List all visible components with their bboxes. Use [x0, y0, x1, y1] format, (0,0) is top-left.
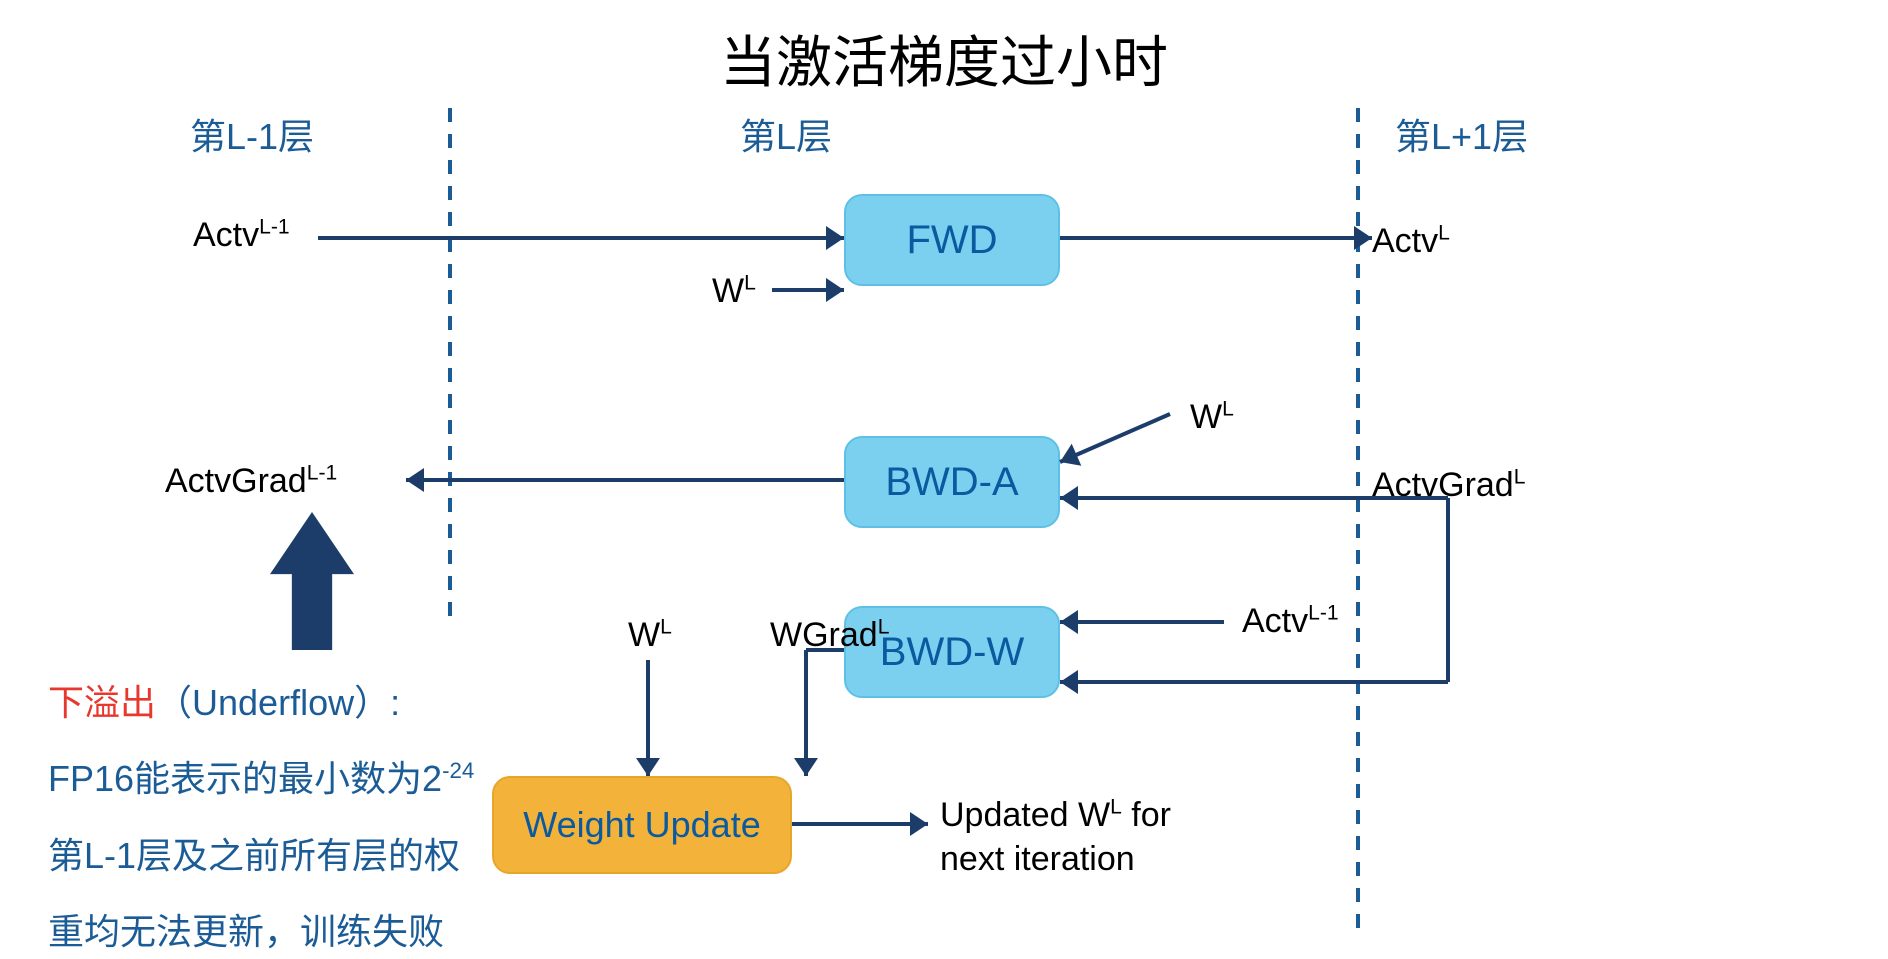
label-updated-1: Updated WL for [940, 796, 1171, 835]
label-w-bwda: WL [1190, 398, 1234, 437]
fwd-box: FWD [844, 194, 1060, 286]
label-actvgrad-prev: ActvGradL-1 [165, 462, 337, 501]
label-wgrad: WGradL [770, 616, 889, 655]
label-actv-prev: ActvL-1 [193, 216, 290, 255]
wupd-box: Weight Update [492, 776, 792, 874]
layer-label-next: 第L+1层 [1395, 108, 1528, 160]
label-updated-2: next iteration [940, 840, 1135, 879]
diagram-stage: { "canvas": { "w": 1888, "h": 952, "bg":… [0, 0, 1888, 952]
label-actvgrad-next: ActvGradL [1372, 466, 1525, 505]
label-actv-bwdw: ActvL-1 [1242, 602, 1339, 641]
bwda-box: BWD-A [844, 436, 1060, 528]
label-w-wupd: WL [628, 616, 672, 655]
diagram-title: 当激活梯度过小时 [0, 18, 1888, 99]
layer-label-cur: 第L层 [740, 108, 832, 160]
label-actv-next: ActvL [1372, 222, 1450, 261]
label-w-fwd: WL [712, 272, 756, 311]
layer-label-prev: 第L-1层 [190, 108, 314, 160]
underflow-callout: 下溢出（Underflow）:FP16能表示的最小数为2-24第L-1层及之前所… [48, 676, 474, 959]
